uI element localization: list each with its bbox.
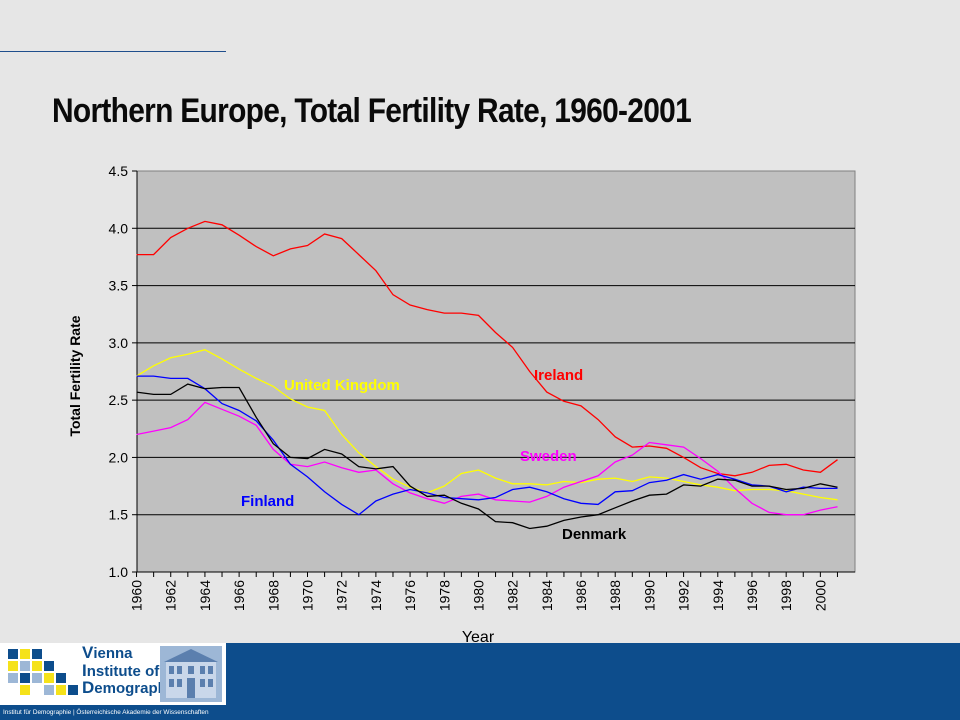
x-tick-label: 1988: [607, 580, 623, 611]
footer-bar: Vienna Institute of Demography Institut …: [0, 643, 960, 720]
logo-wordmark: Vienna Institute of Demography: [82, 643, 176, 698]
y-tick-label: 2.0: [109, 449, 129, 465]
fertility-line-chart: 1.0 1.5 2.0 2.5 3.0 3.5 4.0 4.5 1960 1962 1964 1966…: [67, 163, 856, 645]
plot-area: [136, 170, 856, 573]
x-tick-label: 1986: [573, 580, 589, 611]
series-label-united-kingdom: United Kingdom: [284, 377, 400, 394]
axes: 1.0 1.5 2.0 2.5 3.0 3.5 4.0 4.5 1960 1962 1964 1966…: [67, 163, 855, 645]
x-tick-label: 1972: [334, 580, 350, 611]
logo-initial-d: D: [82, 678, 95, 697]
gridlines: [137, 227, 855, 516]
series-label-sweden: Sweden: [520, 448, 577, 465]
vid-logo: Vienna Institute of Demography Institut …: [0, 643, 226, 720]
y-tick-label: 4.0: [109, 220, 129, 236]
x-tick-label: 1990: [641, 580, 657, 611]
y-axis-title: Total Fertility Rate: [67, 315, 83, 436]
building-icon: [160, 646, 222, 702]
header-rule: [0, 51, 226, 52]
x-tick-label: 2000: [812, 580, 828, 611]
logo-line-1: ienna: [93, 645, 133, 662]
y-tick-label: 1.0: [109, 564, 129, 580]
x-tick-label: 1980: [470, 580, 486, 611]
series-label-denmark: Denmark: [562, 526, 627, 543]
slide-title: Northern Europe, Total Fertility Rate, 1…: [52, 92, 692, 130]
x-tick-label: 1996: [744, 580, 760, 611]
x-tick-label: 1976: [402, 580, 418, 611]
x-tick-label: 1974: [368, 580, 384, 611]
x-tick-label: 1994: [710, 580, 726, 611]
y-tick-label: 4.5: [109, 163, 129, 179]
x-tick-label: 1964: [197, 580, 213, 611]
x-tick-label: 1968: [265, 580, 281, 611]
logo-initial-v: V: [82, 643, 94, 662]
series-line-united-kingdom: [136, 349, 838, 501]
logo-line-3: emography: [94, 680, 176, 697]
x-tick-label: 1978: [436, 580, 452, 611]
x-axis-title: Year: [462, 629, 495, 645]
series-label-ireland: Ireland: [534, 367, 583, 384]
x-tick-label: 1970: [300, 580, 316, 611]
institute-caption: Institut für Demographie | Österreichisc…: [0, 705, 226, 720]
series-line-finland: [136, 375, 838, 516]
x-tick-label: 1992: [676, 580, 692, 611]
series-label-finland: Finland: [241, 493, 294, 510]
logo-mark-icon: [2, 645, 80, 703]
series-labels: Ireland United Kingdom Sweden Finland Denmar…: [241, 367, 627, 543]
logo-line-2: nstitute of: [86, 662, 160, 680]
x-tick-label: 1960: [129, 580, 145, 611]
logo-initial-i: I: [82, 660, 87, 680]
x-tick-label: 1966: [231, 580, 247, 611]
y-tick-label: 1.5: [109, 507, 129, 523]
y-tick-label: 2.5: [109, 392, 129, 408]
series-lines: [136, 220, 838, 530]
x-tick-label: 1962: [163, 580, 179, 611]
series-line-sweden: [136, 401, 838, 516]
x-tick-label: 1998: [778, 580, 794, 611]
x-tick-label: 1984: [539, 580, 555, 611]
y-tick-label: 3.5: [109, 278, 129, 294]
series-line-denmark: [136, 383, 838, 530]
x-tick-label: 1982: [505, 580, 521, 611]
y-tick-label: 3.0: [109, 335, 129, 351]
